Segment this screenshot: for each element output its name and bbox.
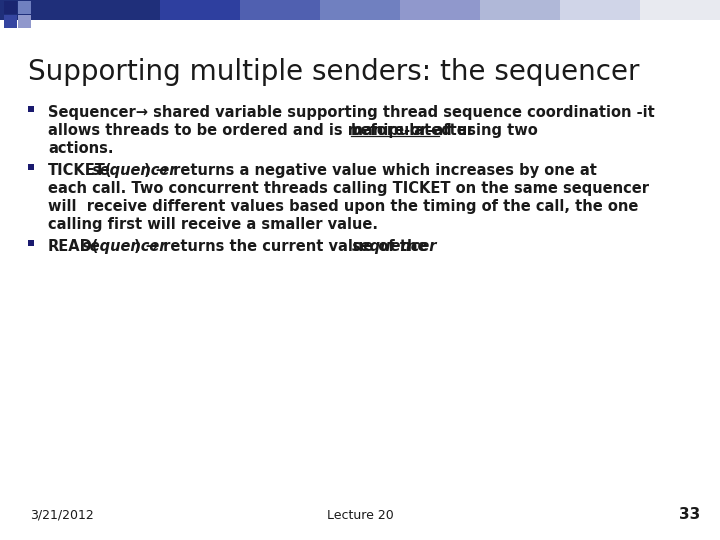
Text: READ(: READ(: [48, 239, 99, 254]
Text: sequencer: sequencer: [82, 239, 168, 254]
Bar: [4, 1, 17, 14]
Bar: [28, 164, 34, 170]
Bar: [240, 0, 320, 20]
Bar: [4, 15, 17, 28]
Text: will  receive different values based upon the timing of the call, the one: will receive different values based upon…: [48, 199, 639, 214]
Bar: [320, 0, 400, 20]
Bar: [80, 0, 160, 20]
Text: before-or-after: before-or-after: [351, 123, 475, 138]
Bar: [560, 0, 640, 20]
Bar: [18, 15, 31, 28]
Text: calling first will receive a smaller value.: calling first will receive a smaller val…: [48, 217, 378, 232]
Bar: [640, 0, 720, 20]
Bar: [400, 0, 480, 20]
Bar: [480, 0, 560, 20]
Text: 3/21/2012: 3/21/2012: [30, 509, 94, 522]
Text: ) → returns a negative value which increases by one at: ) → returns a negative value which incre…: [144, 163, 597, 178]
Text: Lecture 20: Lecture 20: [327, 509, 393, 522]
Text: TICKET(: TICKET(: [48, 163, 112, 178]
Text: actions.: actions.: [48, 141, 114, 156]
Text: sequencer: sequencer: [352, 239, 438, 254]
Text: allows threads to be ordered and is manipulated using two: allows threads to be ordered and is mani…: [48, 123, 543, 138]
Bar: [28, 106, 34, 112]
Bar: [0, 0, 80, 20]
Bar: [18, 1, 31, 14]
Text: 33: 33: [679, 507, 700, 522]
Text: each call. Two concurrent threads calling TICKET on the same sequencer: each call. Two concurrent threads callin…: [48, 181, 649, 196]
Text: ) → returns the current value of the: ) → returns the current value of the: [134, 239, 438, 254]
Text: Sequencer→ shared variable supporting thread sequence coordination -it: Sequencer→ shared variable supporting th…: [48, 105, 654, 120]
Bar: [160, 0, 240, 20]
Text: Supporting multiple senders: the sequencer: Supporting multiple senders: the sequenc…: [28, 58, 639, 86]
Bar: [28, 240, 34, 246]
Text: sequencer: sequencer: [92, 163, 178, 178]
